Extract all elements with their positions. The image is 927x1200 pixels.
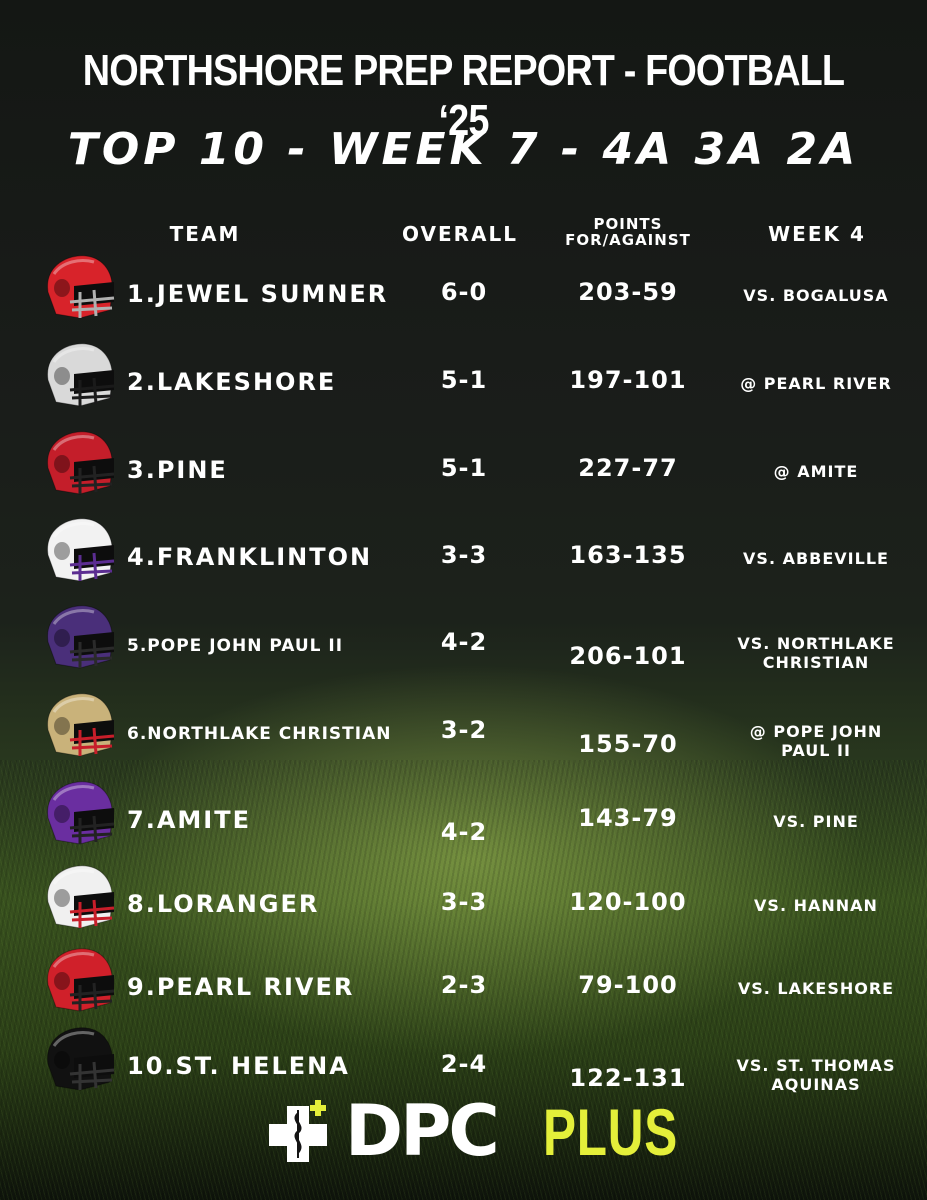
team-opponent: @ PEARL RIVER: [718, 374, 914, 393]
table-row: 7.AMITE 4-2 143-79 VS. PINE: [0, 778, 927, 858]
medical-plus-icon: [269, 1100, 327, 1162]
header-points-line2: FOR/AGAINST: [565, 231, 691, 249]
team-name: 3.PINE: [127, 456, 228, 484]
team-points: 122-131: [569, 1064, 687, 1092]
table-row: 4.FRANKLINTON 3-3 163-135 VS. ABBEVILLE: [0, 515, 927, 595]
sponsor-word-dpc: DPC: [345, 1090, 500, 1172]
s-helmet-icon: [47, 255, 115, 319]
team-points: 155-70: [578, 730, 678, 758]
team-points: 227-77: [578, 454, 678, 482]
opponent-line1: VS. PINE: [773, 812, 859, 831]
team-points: 206-101: [569, 642, 687, 670]
sponsor-word-plus: PLUS: [543, 1095, 679, 1169]
h-helmet-icon: [47, 1027, 115, 1091]
warrior-helmet-icon: [47, 781, 115, 845]
header-points: POINTS FOR/AGAINST: [548, 216, 708, 248]
team-points: 79-100: [578, 971, 678, 999]
grass-field-background: [0, 760, 927, 1200]
team-record: 3-3: [440, 888, 488, 916]
team-record: 5-1: [440, 366, 488, 394]
team-name: 1.JEWEL SUMNER: [127, 280, 389, 308]
team-opponent: VS. NORTHLAKE CHRISTIAN: [718, 634, 914, 672]
sponsor-logo: DPC PLUS: [265, 1090, 685, 1172]
team-points: 203-59: [578, 278, 678, 306]
team-record: 4-2: [440, 628, 488, 656]
team-record: 3-3: [440, 541, 488, 569]
table-row: 8.LORANGER 3-3 120-100 VS. HANNAN: [0, 862, 927, 942]
opponent-line1: VS. HANNAN: [754, 896, 878, 915]
page-title: NORTHSHORE PREP REPORT - FOOTBALL ‘25: [82, 46, 845, 145]
team-points: 163-135: [569, 541, 687, 569]
wolf-helmet-icon: [47, 865, 115, 929]
opponent-line2: CHRISTIAN: [762, 653, 870, 672]
team-opponent: VS. ST. THOMAS AQUINAS: [718, 1056, 914, 1094]
team-record: 5-1: [440, 454, 488, 482]
wolf-helmet-icon: [47, 693, 115, 757]
rebel-helmet-icon: [47, 948, 115, 1012]
table-row: 10.ST. HELENA 2-4 122-131 VS. ST. THOMAS AQU…: [0, 1024, 927, 1104]
team-name: 2.LAKESHORE: [127, 368, 337, 396]
team-points: 197-101: [569, 366, 687, 394]
page-subtitle: TOP 10 - WEEK 7 - 4A 3A 2A: [67, 124, 860, 175]
opponent-line1: VS. ABBEVILLE: [743, 549, 889, 568]
team-opponent: @ POPE JOHN PAUL II: [718, 722, 914, 760]
opponent-line1: VS. BOGALUSA: [743, 286, 889, 305]
team-opponent: @ AMITE: [718, 462, 914, 481]
table-row: 5.POPE JOHN PAUL II 4-2 206-101 VS. NORTHLA…: [0, 602, 927, 682]
table-row: 3.PINE 5-1 227-77 @ AMITE: [0, 428, 927, 508]
opponent-line1: VS. ST. THOMAS: [736, 1056, 896, 1075]
opponent-line1: VS. LAKESHORE: [737, 979, 895, 998]
header-week: WEEK 4: [768, 222, 866, 246]
team-name: 6.NORTHLAKE CHRISTIAN: [127, 724, 392, 744]
header-overall: OVERALL: [402, 222, 518, 246]
opponent-line1: @ POPE JOHN: [749, 722, 883, 741]
opponent-line1: @ PEARL RIVER: [740, 374, 892, 393]
cross-helmet-icon: [47, 605, 115, 669]
team-record: 4-2: [440, 818, 488, 846]
team-opponent: VS. BOGALUSA: [718, 286, 914, 305]
team-record: 6-0: [440, 278, 488, 306]
pine-helmet-icon: [47, 431, 115, 495]
team-record: 3-2: [440, 716, 488, 744]
table-row: 9.PEARL RIVER 2-3 79-100 VS. LAKESHORE: [0, 945, 927, 1025]
opponent-line1: @ AMITE: [773, 462, 859, 481]
team-opponent: VS. ABBEVILLE: [718, 549, 914, 568]
stripe-helmet-icon: [47, 343, 115, 407]
team-name: 9.PEARL RIVER: [127, 973, 355, 1001]
team-points: 143-79: [578, 804, 678, 832]
team-record: 2-3: [440, 971, 488, 999]
team-name: 5.POPE JOHN PAUL II: [127, 636, 344, 656]
opponent-line2: AQUINAS: [771, 1075, 861, 1094]
team-name: 4.FRANKLINTON: [127, 543, 373, 571]
team-opponent: VS. HANNAN: [718, 896, 914, 915]
table-row: 1.JEWEL SUMNER 6-0 203-59 VS. BOGALUSA: [0, 252, 927, 332]
table-row: 6.NORTHLAKE CHRISTIAN 3-2 155-70 @ POPE JOH…: [0, 690, 927, 770]
team-opponent: VS. LAKESHORE: [718, 979, 914, 998]
opponent-line1: VS. NORTHLAKE: [737, 634, 895, 653]
header-team: TEAM: [169, 222, 241, 246]
team-opponent: VS. PINE: [718, 812, 914, 831]
team-name: 7.AMITE: [127, 806, 251, 834]
team-points: 120-100: [569, 888, 687, 916]
f-helmet-icon: [47, 518, 115, 582]
table-row: 2.LAKESHORE 5-1 197-101 @ PEARL RIVER: [0, 340, 927, 420]
header-points-line1: POINTS: [593, 215, 663, 233]
team-name: 10.ST. HELENA: [127, 1052, 350, 1080]
opponent-line2: PAUL II: [781, 741, 851, 760]
team-name: 8.LORANGER: [127, 890, 320, 918]
team-record: 2-4: [440, 1050, 488, 1078]
